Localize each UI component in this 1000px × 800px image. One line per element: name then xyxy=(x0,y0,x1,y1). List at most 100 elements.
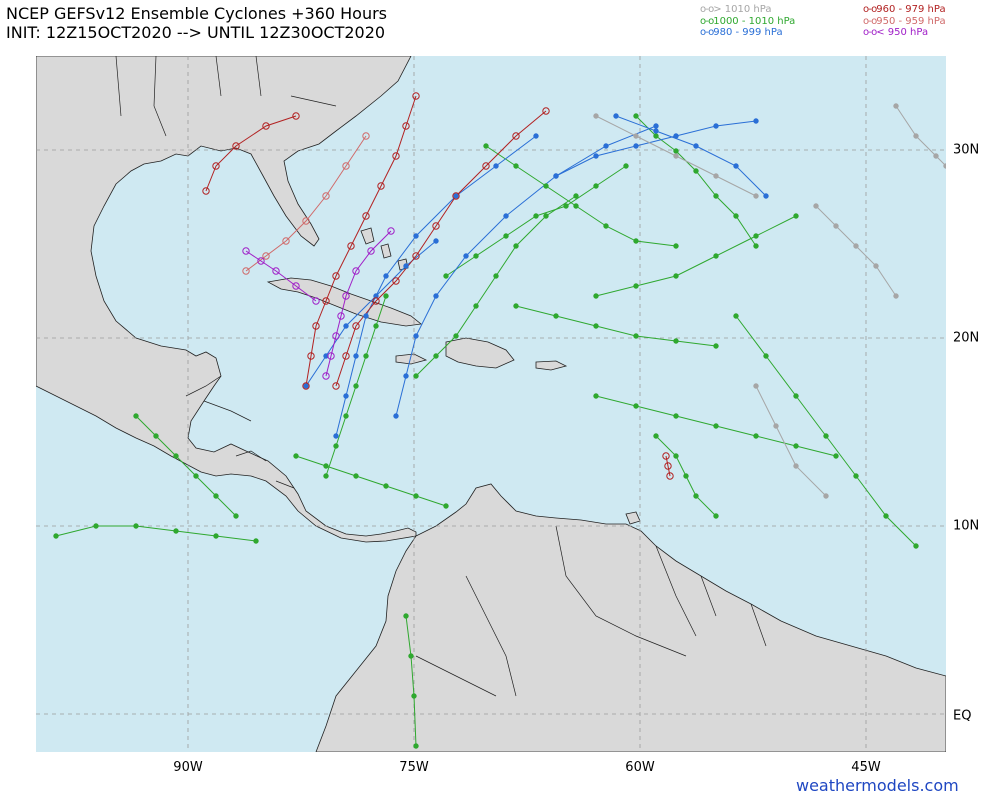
track-point xyxy=(453,193,459,199)
track-point xyxy=(753,233,759,239)
track-green-6 xyxy=(595,215,797,297)
track-point xyxy=(513,243,519,249)
track-point xyxy=(402,122,410,130)
track-point xyxy=(433,238,439,244)
track-point xyxy=(362,132,370,140)
track-point xyxy=(653,433,659,439)
track-point xyxy=(242,247,250,255)
track-point xyxy=(713,123,719,129)
track-blue-3 xyxy=(555,120,757,177)
track-point xyxy=(753,118,759,124)
track-point xyxy=(493,273,499,279)
track-green-5 xyxy=(135,415,237,517)
track-point xyxy=(413,493,419,499)
track-point xyxy=(753,383,759,389)
track-point xyxy=(133,413,139,419)
bahamas xyxy=(360,227,409,271)
legend-item-960-979: o-o960 - 979 hPa xyxy=(863,4,946,15)
track-point xyxy=(593,113,599,119)
track-point xyxy=(593,323,599,329)
track-point xyxy=(593,293,599,299)
track-point xyxy=(383,273,389,279)
track-point xyxy=(403,613,409,619)
track-point xyxy=(883,513,889,519)
track-point xyxy=(433,293,439,299)
track-purple-2 xyxy=(245,250,317,302)
track-point xyxy=(327,352,335,360)
track-point xyxy=(403,373,409,379)
track-red-4 xyxy=(205,115,297,192)
track-point xyxy=(653,128,659,134)
track-point xyxy=(292,282,300,290)
track-point xyxy=(202,187,210,195)
lon-label-45w: 45W xyxy=(851,760,881,775)
track-point xyxy=(833,223,839,229)
track-point xyxy=(623,163,629,169)
track-point xyxy=(452,192,460,200)
track-point xyxy=(593,153,599,159)
track-point xyxy=(603,223,609,229)
track-point xyxy=(673,273,679,279)
track-point xyxy=(302,382,310,390)
track-point xyxy=(323,473,329,479)
track-point xyxy=(753,433,759,439)
track-point xyxy=(813,203,819,209)
map-canvas xyxy=(36,56,946,752)
track-point xyxy=(362,212,370,220)
track-point xyxy=(133,523,139,529)
track-point xyxy=(332,382,340,390)
track-point xyxy=(633,133,639,139)
track-point xyxy=(383,483,389,489)
track-point xyxy=(242,267,250,275)
credit-link[interactable]: weathermodels.com xyxy=(796,776,959,795)
track-point xyxy=(633,333,639,339)
central-america-border xyxy=(185,375,295,489)
legend-item-950-959: o-o950 - 959 hPa xyxy=(863,15,946,27)
track-point xyxy=(543,213,549,219)
track-point xyxy=(353,383,359,389)
track-point xyxy=(793,463,799,469)
track-point xyxy=(293,453,299,459)
track-point xyxy=(413,743,419,749)
track-point xyxy=(153,433,159,439)
track-point xyxy=(443,273,449,279)
track-point xyxy=(493,163,499,169)
track-point xyxy=(633,113,639,119)
track-point xyxy=(542,107,550,115)
track-point xyxy=(633,283,639,289)
track-point xyxy=(213,493,219,499)
track-point xyxy=(763,353,769,359)
lat-label-eq: EQ xyxy=(953,708,972,724)
track-red-3 xyxy=(245,135,367,272)
track-point xyxy=(943,163,946,169)
track-point xyxy=(353,353,359,359)
track-point xyxy=(662,452,670,460)
track-point xyxy=(733,163,739,169)
track-point xyxy=(93,523,99,529)
track-point xyxy=(733,313,739,319)
track-point xyxy=(673,133,679,139)
track-point xyxy=(713,253,719,259)
track-point xyxy=(343,393,349,399)
track-point xyxy=(312,322,320,330)
track-point xyxy=(303,383,309,389)
track-point xyxy=(193,473,199,479)
track-point xyxy=(272,267,280,275)
track-point xyxy=(307,352,315,360)
track-point xyxy=(212,162,220,170)
track-point xyxy=(342,162,350,170)
track-point xyxy=(673,413,679,419)
track-point xyxy=(823,433,829,439)
track-point xyxy=(673,338,679,344)
track-point xyxy=(323,463,329,469)
track-point xyxy=(463,253,469,259)
track-point xyxy=(893,293,899,299)
track-point xyxy=(603,143,609,149)
track-point xyxy=(633,238,639,244)
legend-item-lt950: o-o< 950 hPa xyxy=(863,27,929,38)
lat-label-20n: 20N xyxy=(953,330,980,346)
lon-label-75w: 75W xyxy=(399,760,429,775)
track-point xyxy=(503,213,509,219)
track-point xyxy=(473,253,479,259)
track-point xyxy=(573,193,579,199)
